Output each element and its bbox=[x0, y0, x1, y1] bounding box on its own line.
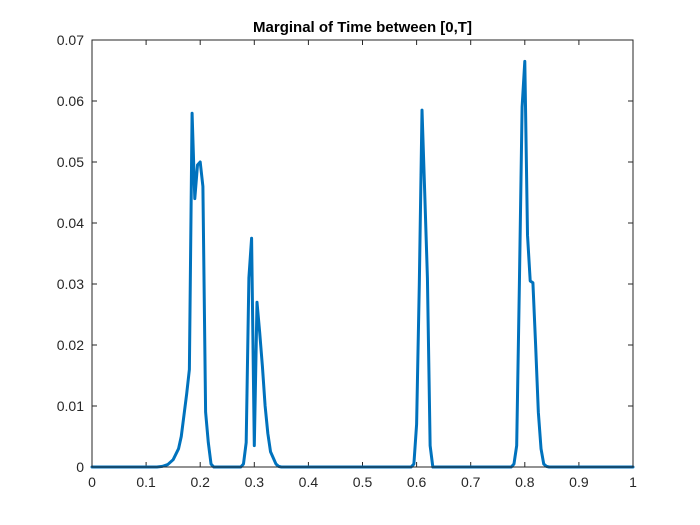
x-tick-label: 1 bbox=[629, 474, 637, 490]
y-tick-label: 0.04 bbox=[57, 215, 84, 231]
plot-frame bbox=[91, 39, 634, 468]
chart-title: Marginal of Time between [0,T] bbox=[253, 19, 472, 36]
x-tick-label: 0.7 bbox=[461, 474, 481, 490]
x-axis-ticks: 0 0.1 0.2 0.3 0.4 0.5 0.6 0.7 0.8 0.9 1 bbox=[88, 40, 637, 490]
y-tick-label: 0 bbox=[76, 459, 84, 475]
x-tick-label: 0.5 bbox=[353, 474, 373, 490]
y-tick-label: 0.06 bbox=[57, 93, 84, 109]
series-line bbox=[90, 59, 635, 469]
x-tick-label: 0.4 bbox=[299, 474, 319, 490]
plot-area bbox=[92, 40, 633, 467]
x-tick-label: 0.6 bbox=[407, 474, 427, 490]
x-tick-label: 0 bbox=[88, 474, 96, 490]
y-tick-label: 0.01 bbox=[57, 398, 84, 414]
y-axis-ticks: 0 0.01 0.02 0.03 0.04 0.05 0.06 0.07 bbox=[57, 32, 633, 475]
x-tick-label: 0.2 bbox=[190, 474, 210, 490]
x-tick-label: 0.9 bbox=[569, 474, 589, 490]
y-tick-label: 0.02 bbox=[57, 337, 84, 353]
x-tick-label: 0.1 bbox=[136, 474, 156, 490]
x-tick-label: 0.8 bbox=[515, 474, 535, 490]
y-tick-label: 0.05 bbox=[57, 154, 84, 170]
y-tick-label: 0.03 bbox=[57, 276, 84, 292]
x-tick-label: 0.3 bbox=[245, 474, 265, 490]
y-tick-label: 0.07 bbox=[57, 32, 84, 48]
